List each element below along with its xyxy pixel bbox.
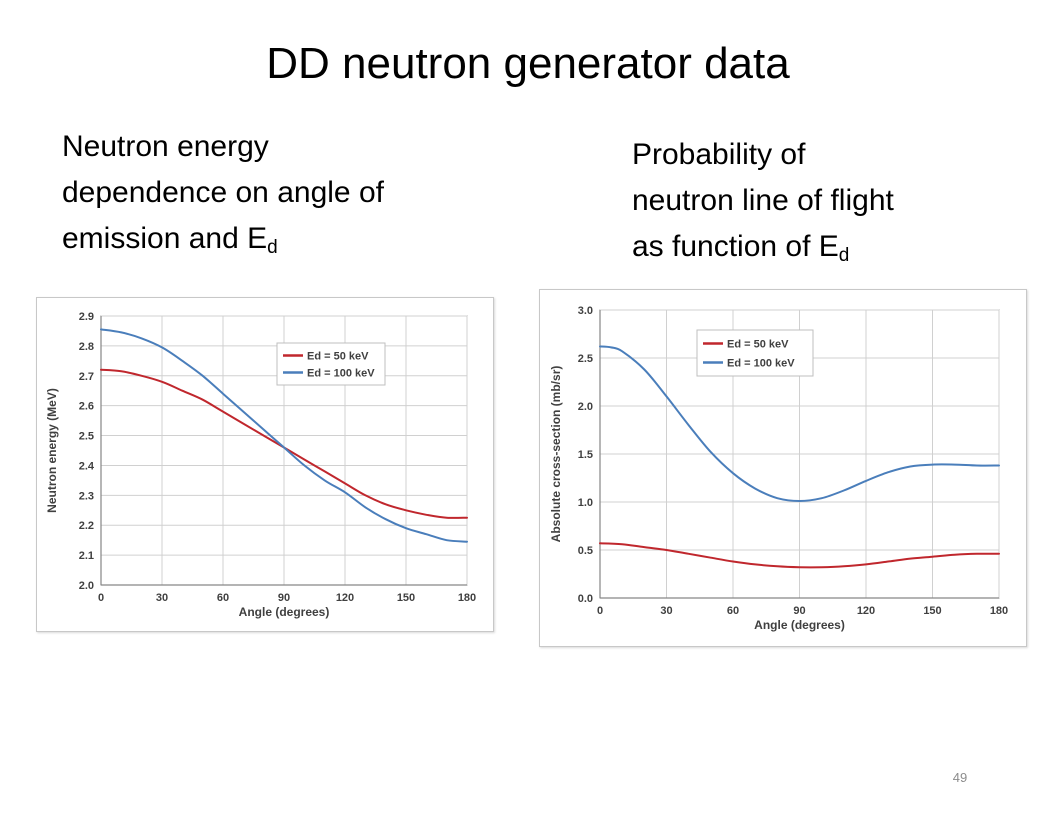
y-tick-label: 2.2	[79, 520, 94, 532]
y-tick-label: 2.5	[79, 431, 94, 443]
y-tick-label: 2.4	[79, 460, 95, 472]
x-axis-label: Angle (degrees)	[754, 618, 845, 632]
cross-section-chart-svg: 0 30 60 90 120 150 180 0.0 0.5 1.0 1.5 2.0 2.5 3.0 Ang…	[549, 305, 1008, 632]
caption-line-text: emission and E	[62, 222, 268, 255]
y-tick-label: 0.5	[578, 545, 593, 557]
legend-label: Ed = 50 keV	[307, 351, 369, 363]
y-tick-label: 2.0	[578, 401, 593, 413]
y-tick-label: 2.8	[79, 341, 94, 353]
x-tick-label: 180	[458, 592, 476, 604]
neutron-energy-chart-svg: 0 30 60 90 120 150 180 2.0 2.1 2.2 2.3 2.4 2.5 2.6 2.7…	[45, 311, 476, 619]
x-tick-label: 120	[336, 592, 354, 604]
x-tick-label: 180	[990, 605, 1008, 617]
legend-label: Ed = 50 keV	[727, 339, 789, 351]
x-tick-label: 120	[857, 605, 875, 617]
y-tick-label: 0.0	[578, 593, 593, 605]
y-tick-label: 2.3	[79, 490, 94, 502]
legend-box	[276, 342, 386, 386]
x-axis-label: Angle (degrees)	[239, 605, 330, 619]
x-tick-label: 0	[597, 605, 603, 617]
caption-line: emission and Ed	[62, 216, 384, 262]
x-tick-label: 90	[278, 592, 290, 604]
y-tick-label: 2.7	[79, 371, 94, 383]
cross-section-chart: 0 30 60 90 120 150 180 0.0 0.5 1.0 1.5 2.0 2.5 3.0 Ang…	[539, 289, 1027, 647]
caption-energy-dependence: Neutron energy dependence on angle of em…	[62, 124, 384, 262]
y-tick-label: 1.0	[578, 497, 593, 509]
y-tick-label: 2.9	[79, 311, 94, 323]
caption-subscript: d	[838, 245, 850, 266]
x-tick-label: 60	[217, 592, 229, 604]
y-tick-label: 2.5	[578, 353, 593, 365]
caption-line-of-flight: Probability of neutron line of flight as…	[632, 132, 894, 270]
page-number: 49	[952, 770, 968, 785]
series-line	[599, 345, 1000, 502]
slide-title: DD neutron generator data	[266, 39, 790, 88]
x-tick-label: 150	[397, 592, 415, 604]
caption-line-text: as function of E	[632, 230, 839, 263]
legend-box	[696, 329, 814, 377]
x-tick-label: 30	[660, 605, 672, 617]
caption-subscript: d	[267, 237, 278, 258]
legend-label: Ed = 100 keV	[307, 368, 375, 380]
caption-line: Probability of	[632, 138, 806, 171]
y-tick-label: 2.0	[79, 580, 94, 592]
caption-line: as function of Ed	[632, 224, 894, 270]
y-tick-label: 2.6	[79, 401, 94, 413]
series-line	[599, 542, 1000, 569]
y-tick-label: 2.1	[79, 550, 94, 562]
y-tick-label: 1.5	[578, 449, 593, 461]
caption-line: dependence on angle of	[62, 176, 384, 209]
x-tick-label: 150	[923, 605, 941, 617]
series-line	[100, 328, 468, 543]
y-tick-label: 3.0	[578, 305, 593, 317]
y-axis-label: Absolute cross-section (mb/sr)	[549, 366, 563, 543]
x-tick-label: 0	[98, 592, 104, 604]
y-axis-label: Neutron energy (MeV)	[45, 388, 59, 513]
x-tick-label: 90	[793, 605, 805, 617]
x-tick-label: 60	[727, 605, 739, 617]
caption-line: neutron line of flight	[632, 184, 894, 217]
x-tick-label: 30	[156, 592, 168, 604]
caption-line: Neutron energy	[62, 130, 269, 163]
legend-label: Ed = 100 keV	[727, 358, 795, 370]
neutron-energy-chart: 0 30 60 90 120 150 180 2.0 2.1 2.2 2.3 2.4 2.5 2.6 2.7…	[36, 297, 494, 632]
